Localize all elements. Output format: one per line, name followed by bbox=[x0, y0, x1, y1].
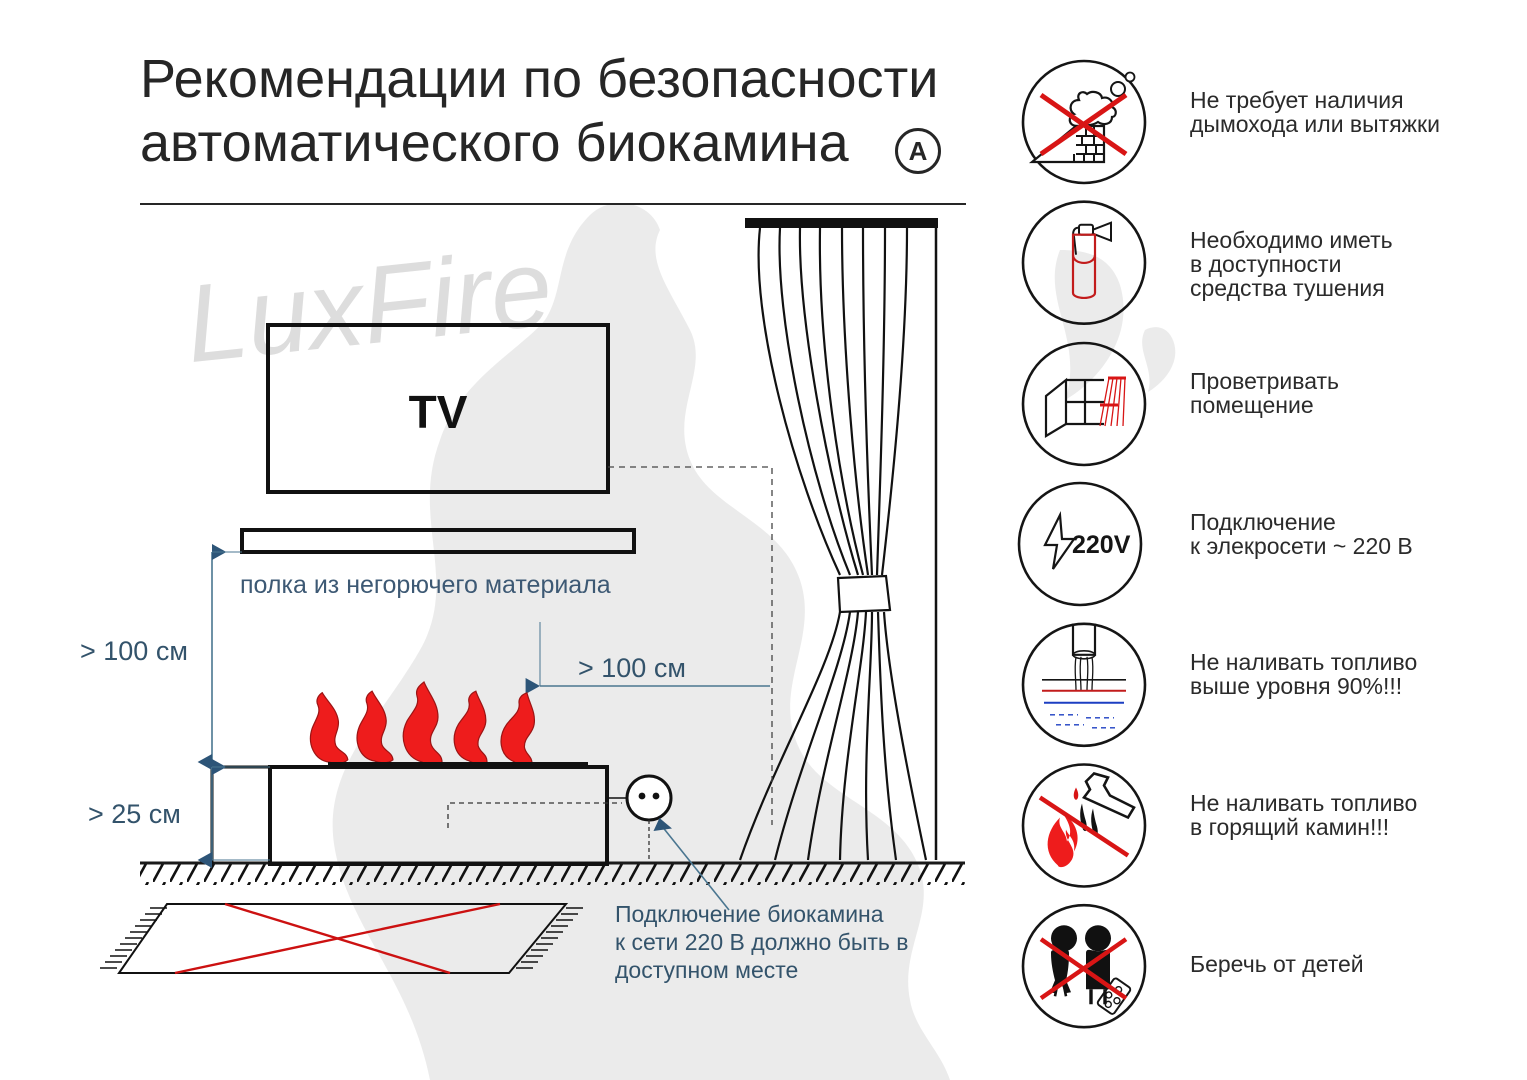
svg-text:Не требует наличия: Не требует наличия bbox=[1190, 87, 1404, 113]
svg-text:Беречь от детей: Беречь от детей bbox=[1190, 951, 1364, 977]
svg-text:помещение: помещение bbox=[1190, 392, 1314, 418]
svg-text:> 100 см: > 100 см bbox=[80, 636, 188, 666]
svg-text:в доступности: в доступности bbox=[1190, 251, 1341, 277]
svg-text:к элекросети ~ 220 В: к элекросети ~ 220 В bbox=[1190, 533, 1413, 559]
svg-text:полка из негорючего материала: полка из негорючего материала bbox=[240, 571, 611, 599]
svg-text:Не наливать топливо: Не наливать топливо bbox=[1190, 790, 1417, 816]
svg-text:Подключение биокамина: Подключение биокамина bbox=[615, 901, 884, 927]
svg-text:TV: TV bbox=[409, 386, 468, 438]
svg-text:в горящий камин!!!: в горящий камин!!! bbox=[1190, 814, 1389, 840]
svg-text:доступном месте: доступном месте bbox=[615, 957, 798, 983]
svg-text:Необходимо иметь: Необходимо иметь bbox=[1190, 227, 1393, 253]
svg-text:Проветривать: Проветривать bbox=[1190, 368, 1339, 394]
svg-text:> 25 см: > 25 см bbox=[88, 799, 181, 829]
svg-text:средства тушения: средства тушения bbox=[1190, 275, 1385, 301]
svg-text:выше уровня 90%!!!: выше уровня 90%!!! bbox=[1190, 673, 1402, 699]
svg-text:Подключение: Подключение bbox=[1190, 509, 1336, 535]
svg-text:дымохода или вытяжки: дымохода или вытяжки bbox=[1190, 111, 1440, 137]
svg-text:Не наливать топливо: Не наливать топливо bbox=[1190, 649, 1417, 675]
svg-text:220V: 220V bbox=[1072, 531, 1131, 559]
svg-text:к сети 220 В должно быть в: к сети 220 В должно быть в bbox=[615, 929, 908, 955]
svg-text:> 100 см: > 100 см bbox=[578, 653, 686, 683]
